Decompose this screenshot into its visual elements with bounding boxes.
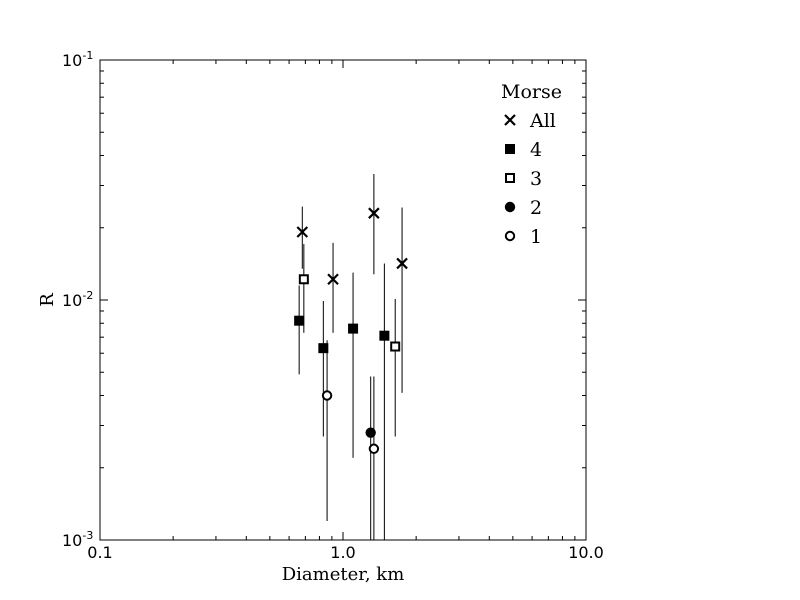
legend-marker xyxy=(505,173,515,183)
tick-labels: 0.1 1.0 10.0 10-3 10-2 10-1 xyxy=(62,49,604,562)
series-2 xyxy=(365,376,376,540)
minor-ticks xyxy=(100,60,586,540)
x-axis-label: Diameter, km xyxy=(282,564,405,585)
legend-marker xyxy=(504,230,516,242)
x-tick-label: 0.1 xyxy=(87,543,112,562)
data-point xyxy=(390,341,401,352)
legend-entry-label: All xyxy=(529,110,556,132)
data-point xyxy=(396,257,408,270)
legend-marker xyxy=(504,114,516,126)
legend-entry-label: 1 xyxy=(530,226,542,248)
data-point xyxy=(321,390,333,401)
data-point xyxy=(296,226,309,238)
data-layer xyxy=(294,173,408,540)
x-tick-label: 1.0 xyxy=(330,543,355,562)
y-tick-label: 10-3 xyxy=(62,529,93,550)
legend: Morse All 4 3 2 1 xyxy=(501,81,562,248)
data-point xyxy=(348,323,359,334)
legend-entry-label: 3 xyxy=(530,168,542,190)
data-point xyxy=(379,330,390,341)
x-tick-label: 10.0 xyxy=(568,543,604,562)
legend-marker xyxy=(505,144,515,154)
data-point xyxy=(368,207,380,219)
legend-marker xyxy=(504,201,516,213)
data-point xyxy=(327,273,339,286)
series-1 xyxy=(321,340,380,540)
data-point xyxy=(318,343,329,354)
legend-entry-label: 2 xyxy=(530,197,542,219)
y-tick-label: 10-1 xyxy=(62,49,93,70)
legend-entry-label: 4 xyxy=(530,139,542,161)
data-point xyxy=(298,274,309,285)
plot-area-frame xyxy=(99,59,587,541)
series-3 xyxy=(298,244,401,437)
data-point xyxy=(294,315,305,326)
series-4 xyxy=(294,263,390,540)
y-tick-label: 10-2 xyxy=(62,289,93,310)
series-All xyxy=(296,173,408,393)
y-axis-label: R xyxy=(37,293,58,307)
data-point xyxy=(365,427,376,438)
data-point xyxy=(368,443,380,454)
legend-title: Morse xyxy=(501,81,562,103)
